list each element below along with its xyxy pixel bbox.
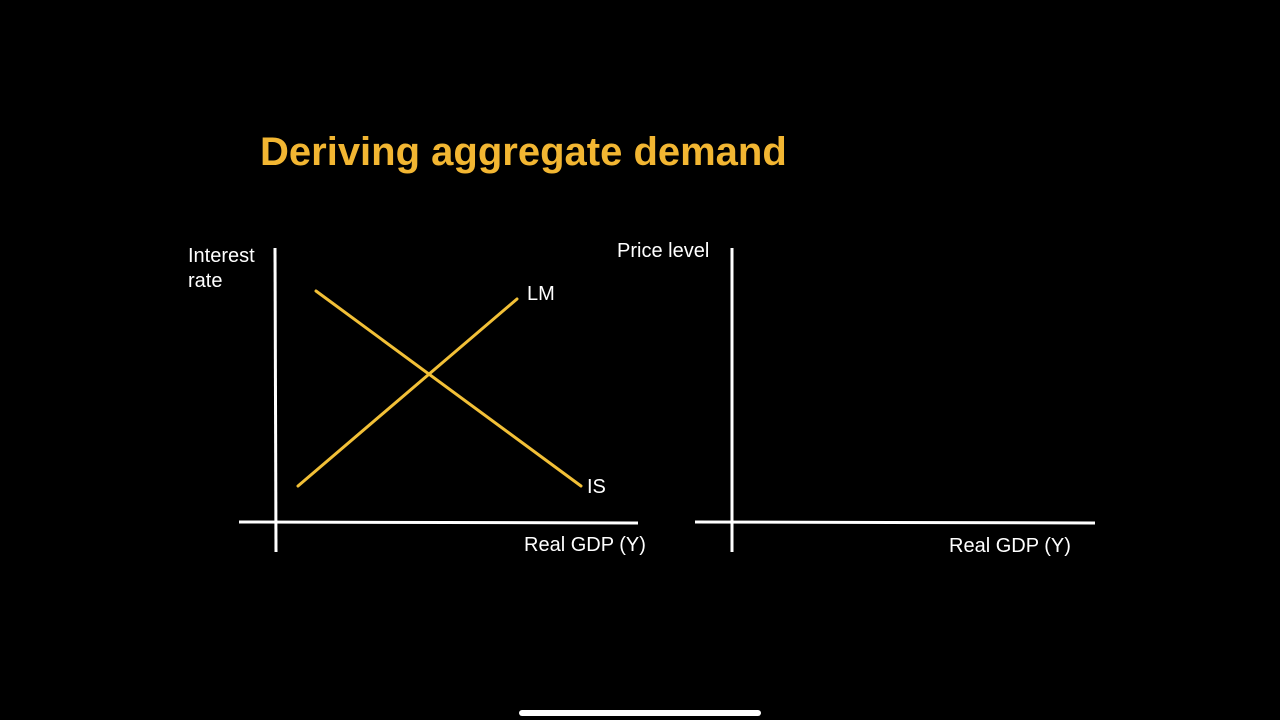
- is-lm-y-axis-label-line2: rate: [188, 270, 222, 292]
- ad-y-axis-label: Price level: [617, 240, 709, 262]
- is-lm-diagram: Interest rate LM IS Real GDP (Y): [188, 245, 646, 556]
- home-indicator[interactable]: [519, 710, 761, 716]
- lm-curve: [296, 297, 519, 488]
- lm-curve-label: LM: [527, 283, 555, 305]
- is-lm-y-axis: [273, 247, 278, 553]
- ad-x-axis-label: Real GDP (Y): [949, 535, 1071, 557]
- is-lm-y-axis-label-line1: Interest: [188, 245, 255, 267]
- ad-x-axis: [694, 520, 1096, 525]
- is-lm-x-axis: [238, 520, 639, 525]
- slide-title: Deriving aggregate demand: [260, 130, 787, 174]
- is-lm-x-axis-label: Real GDP (Y): [524, 534, 646, 556]
- is-curve-label: IS: [587, 476, 606, 498]
- ad-diagram: Price level Real GDP (Y): [617, 240, 1096, 557]
- is-curve: [314, 289, 583, 488]
